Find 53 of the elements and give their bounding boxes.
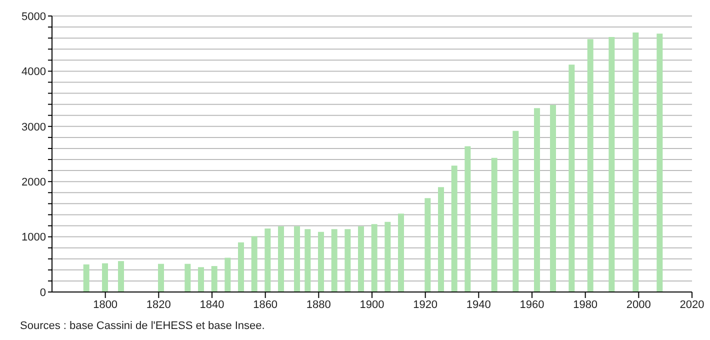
bar bbox=[251, 236, 258, 292]
bar bbox=[371, 224, 378, 292]
bar bbox=[331, 229, 338, 292]
bar bbox=[587, 39, 594, 292]
bar bbox=[398, 214, 404, 292]
bar bbox=[83, 264, 90, 292]
bar bbox=[424, 198, 431, 292]
x-tick-label: 1840 bbox=[200, 298, 224, 311]
y-tick-label: 1000 bbox=[22, 232, 46, 244]
bar bbox=[656, 34, 663, 292]
x-tick-label: 1800 bbox=[93, 298, 118, 311]
bar bbox=[304, 229, 311, 292]
bar bbox=[318, 232, 324, 292]
y-tick-label: 5000 bbox=[22, 10, 46, 23]
x-tick-label: 1820 bbox=[146, 298, 171, 311]
x-tick-label: 1940 bbox=[466, 298, 491, 311]
bar bbox=[358, 226, 364, 292]
bar bbox=[238, 242, 244, 292]
bar bbox=[224, 258, 231, 292]
source-note: Sources : base Cassini de l'EHESS et base Insee. bbox=[20, 320, 266, 332]
bar bbox=[118, 261, 124, 292]
bar bbox=[451, 166, 458, 292]
x-tick-label: 1880 bbox=[306, 298, 331, 311]
y-tick-label: 0 bbox=[40, 286, 46, 299]
x-tick-label: 2020 bbox=[680, 298, 704, 311]
bar bbox=[264, 228, 271, 292]
bar bbox=[608, 36, 615, 292]
y-tick-label: 2000 bbox=[22, 176, 46, 189]
x-tick-label: 1900 bbox=[360, 298, 384, 311]
bar bbox=[632, 32, 639, 292]
bar bbox=[438, 187, 444, 292]
x-tick-label: 1980 bbox=[573, 298, 598, 311]
bar bbox=[464, 146, 471, 292]
bar bbox=[198, 267, 204, 292]
bar bbox=[512, 130, 519, 292]
x-tick-label: 1920 bbox=[413, 298, 438, 311]
bar bbox=[344, 229, 351, 292]
bar bbox=[550, 104, 556, 292]
bar bbox=[568, 64, 575, 292]
bar bbox=[384, 222, 391, 292]
bar bbox=[184, 264, 191, 292]
bar bbox=[102, 263, 108, 292]
bar bbox=[294, 226, 300, 292]
x-tick-label: 1860 bbox=[253, 298, 278, 311]
bar bbox=[278, 226, 284, 292]
bar bbox=[491, 158, 498, 292]
bar bbox=[211, 266, 218, 292]
bar bbox=[534, 108, 540, 292]
y-tick-label: 3000 bbox=[22, 121, 46, 134]
bar bbox=[158, 264, 164, 292]
y-tick-label: 4000 bbox=[22, 66, 46, 78]
x-tick-label: 1960 bbox=[520, 298, 544, 311]
x-tick-label: 2000 bbox=[626, 298, 651, 311]
